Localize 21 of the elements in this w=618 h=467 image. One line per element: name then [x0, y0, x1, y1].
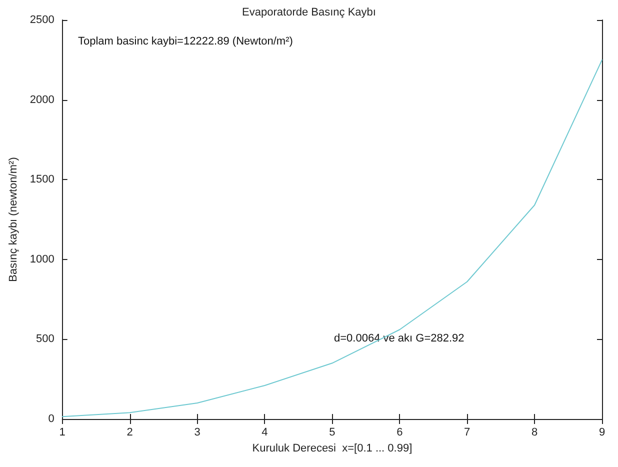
annotation: Toplam basinc kaybi=12222.89 (Newton/m²) [78, 36, 293, 48]
y-tick-label: 1000 [30, 253, 54, 266]
x-tick-label: 7 [464, 426, 470, 438]
y-tick-label: 500 [36, 333, 54, 346]
x-tick-label: 5 [329, 426, 336, 438]
y-tick-label: 2500 [30, 14, 54, 26]
x-tick-label: 3 [194, 426, 200, 438]
annotation: d=0.0064 ve akı G=282.92 [334, 332, 464, 344]
x-tick-label: 1 [59, 426, 66, 438]
y-axis-title: Basınç kaybı (newton/m²) [8, 157, 20, 282]
y-tick-label: 1500 [30, 174, 54, 186]
line-series [62, 59, 602, 418]
x-tick-label: 8 [531, 426, 538, 438]
x-tick-label: 6 [396, 426, 403, 438]
x-tick-label: 9 [598, 426, 606, 438]
x-tick-label: 4 [262, 426, 268, 438]
chart-title: Evaporatorde Basınç Kaybı [242, 6, 376, 18]
x-axis-title: Kuruluk Derecesi x=[0.1 ... 0.99] [252, 442, 412, 454]
y-tick-label: 2000 [30, 94, 54, 106]
x-tick-label: 2 [126, 426, 133, 438]
y-tick-label: 0 [48, 413, 54, 425]
